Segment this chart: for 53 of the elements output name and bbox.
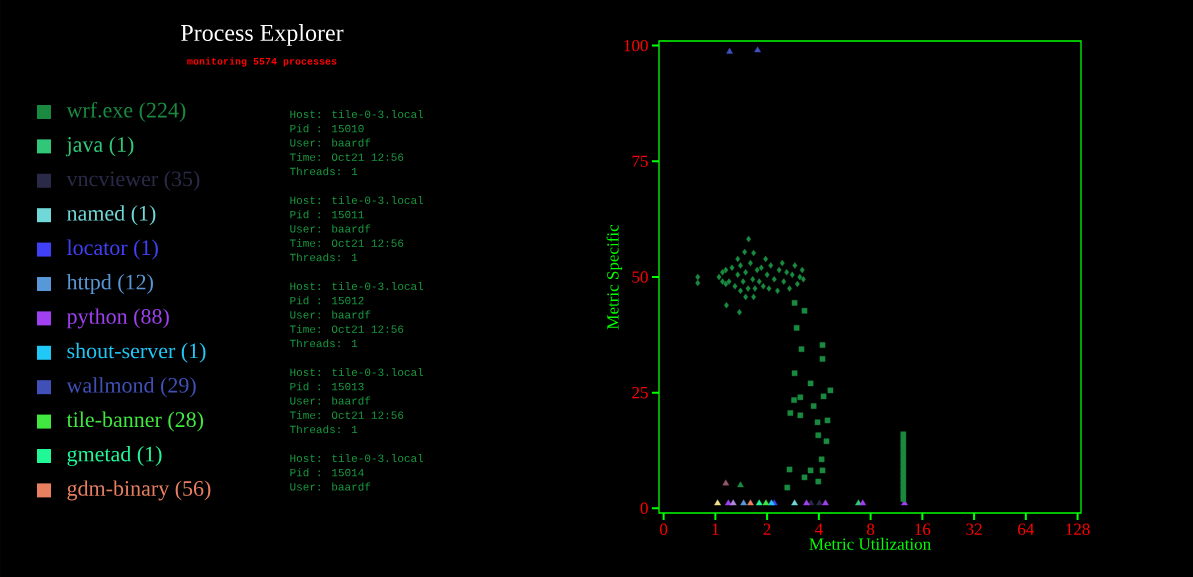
y-tick-label: 50 (632, 271, 648, 283)
text: Pid : 15012 (290, 296, 364, 305)
text: Time: Oct21 12:56 (289, 324, 404, 333)
x-tick-label: 32 (966, 523, 982, 535)
text: monitoring 5574 processes (187, 57, 337, 67)
legend-label: java (1) (65, 136, 134, 157)
text: Time: Oct21 12:56 (289, 410, 404, 419)
text: Process Explorer (181, 24, 344, 46)
text: User: baardf (290, 138, 371, 147)
legend-label: tile-banner (28) (66, 411, 204, 432)
legend-label: wallmond (29) (66, 377, 196, 398)
x-tick-label: 2 (763, 523, 771, 535)
legend-label: named (1) (67, 205, 156, 226)
text: Pid : 15011 (290, 210, 364, 219)
text: Host: tile-0-3.local (290, 109, 424, 119)
text: Host: tile-0-3.local (290, 453, 424, 463)
x-tick-label: 4 (814, 523, 823, 535)
x-tick-label: 64 (1018, 523, 1035, 535)
text: Host: tile-0-3.local (290, 367, 424, 377)
y-tick-label: 100 (624, 39, 648, 52)
x-tick-label: 0 (660, 523, 668, 535)
text: Pid : 15014 (290, 468, 364, 477)
y-tick-label: 25 (632, 386, 648, 399)
text: User: baardf (290, 482, 371, 491)
x-tick-label: 1 (712, 523, 719, 535)
text: Threads: 1 (289, 167, 358, 176)
text: Host: tile-0-3.local (290, 195, 424, 205)
text: User: baardf (290, 310, 371, 319)
text: Host: tile-0-3.local (290, 281, 424, 291)
x-tick-label: 8 (867, 523, 875, 535)
text: Time: Oct21 12:56 (289, 238, 404, 247)
text: Pid : 15013 (290, 382, 364, 391)
text: Threads: 1 (289, 425, 358, 434)
x-axis-title: Metric Utilization (809, 537, 931, 550)
legend-label: locator (1) (66, 239, 158, 260)
y-tick-label: 75 (632, 155, 648, 167)
y-tick-label: 0 (640, 502, 648, 515)
text: Threads: 1 (289, 339, 358, 348)
text: Time: Oct21 12:56 (289, 152, 404, 161)
legend-label: gmetad (1) (67, 445, 162, 466)
text: Pid : 15010 (290, 124, 364, 133)
text: User: baardf (290, 396, 371, 405)
legend-label: gdm-binary (56) (67, 480, 211, 501)
legend-label: httpd (12) (66, 274, 153, 294)
x-tick-label: 128 (1066, 523, 1090, 535)
text: User: baardf (290, 224, 371, 233)
legend-label: python (88) (66, 308, 169, 329)
legend-label: shout-server (1) (67, 342, 206, 363)
x-tick-label: 16 (915, 523, 931, 535)
legend-label: vncviewer (35) (66, 170, 200, 191)
legend-label: wrf.exe (224) (66, 101, 186, 123)
text: Threads: 1 (289, 253, 358, 262)
y-axis-title: Metric Specific (606, 224, 623, 330)
